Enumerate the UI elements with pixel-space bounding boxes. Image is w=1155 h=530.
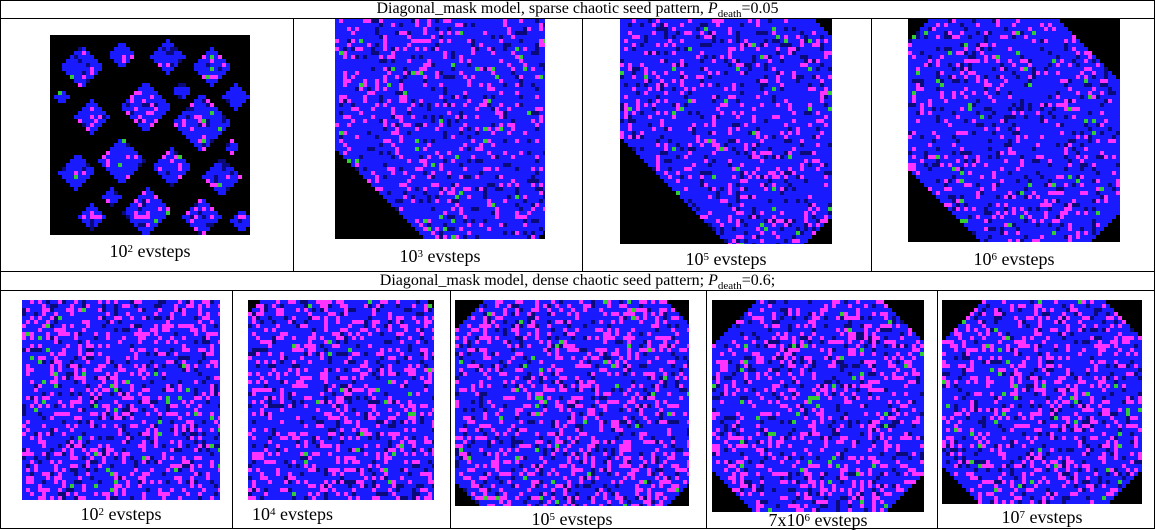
row2-title-value: =0.6; bbox=[741, 272, 776, 289]
simulation-texture bbox=[248, 300, 434, 500]
row2-divider bbox=[706, 290, 707, 529]
simulation-image bbox=[620, 19, 832, 244]
simulation-texture bbox=[335, 19, 545, 239]
row2-caption: 107 evsteps bbox=[1001, 507, 1083, 527]
row1-divider bbox=[293, 18, 294, 272]
simulation-texture bbox=[620, 19, 832, 244]
row2-caption: 105 evsteps bbox=[531, 509, 613, 529]
row2-divider bbox=[937, 290, 938, 529]
simulation-image bbox=[712, 300, 924, 512]
row1-title-subscript: death bbox=[717, 8, 742, 21]
row2-caption: 7x106 evsteps bbox=[768, 510, 868, 530]
simulation-image bbox=[335, 19, 545, 239]
simulation-texture bbox=[50, 35, 250, 235]
simulation-image bbox=[455, 300, 689, 506]
row1-caption: 103 evsteps bbox=[399, 246, 481, 266]
row1-divider bbox=[582, 18, 583, 272]
row2-caption: 102 evsteps bbox=[80, 504, 162, 524]
simulation-image bbox=[248, 300, 434, 500]
row2-caption: 104 evsteps bbox=[252, 504, 333, 524]
row1-divider bbox=[871, 18, 872, 272]
simulation-texture bbox=[22, 300, 220, 500]
simulation-texture bbox=[908, 19, 1120, 242]
row1-caption: 105 evsteps bbox=[685, 249, 767, 269]
border-top bbox=[0, 0, 1155, 1]
row2-divider bbox=[232, 290, 233, 529]
row1-caption: 102 evsteps bbox=[109, 241, 191, 261]
row2-title-symbol: P bbox=[708, 272, 718, 289]
simulation-image bbox=[942, 300, 1142, 504]
rule-row2-header bbox=[0, 290, 1155, 291]
simulation-texture bbox=[942, 300, 1142, 504]
row1-title: Diagonal_mask model, sparse chaotic seed… bbox=[0, 0, 1155, 23]
row1-title-symbol: P bbox=[707, 0, 718, 17]
rule-row-divider bbox=[0, 271, 1155, 272]
simulation-texture bbox=[712, 300, 924, 512]
simulation-image bbox=[908, 19, 1120, 242]
row1-caption: 106 evsteps bbox=[973, 249, 1055, 269]
row1-title-value: =0.05 bbox=[741, 0, 779, 17]
row1-title-prefix: Diagonal_mask model, sparse chaotic seed… bbox=[376, 0, 708, 17]
row2-divider bbox=[450, 290, 451, 529]
border-left bbox=[0, 0, 1, 529]
simulation-texture bbox=[455, 300, 689, 506]
rule-row1-header bbox=[0, 18, 1155, 19]
simulation-image bbox=[50, 35, 250, 235]
row2-title-subscript: death bbox=[717, 280, 742, 293]
simulation-image bbox=[22, 300, 220, 500]
row2-title-prefix: Diagonal_mask model, dense chaotic seed … bbox=[379, 272, 709, 289]
row2-title: Diagonal_mask model, dense chaotic seed … bbox=[0, 272, 1155, 295]
